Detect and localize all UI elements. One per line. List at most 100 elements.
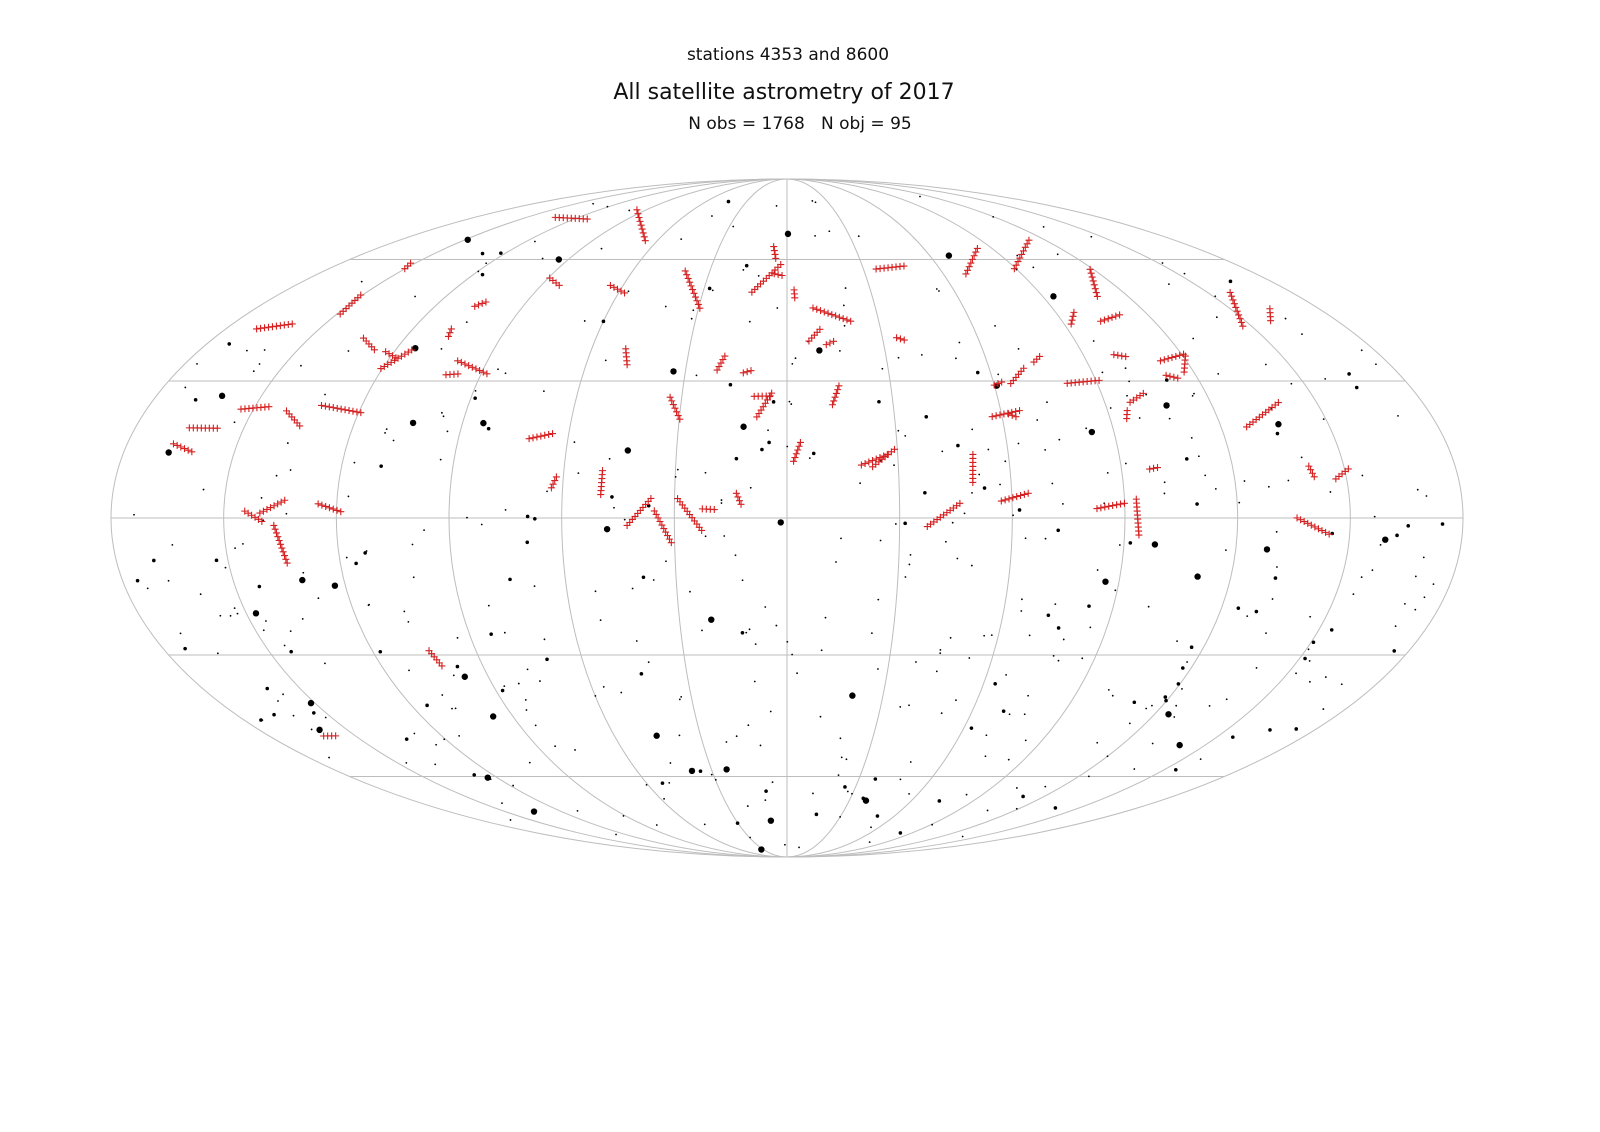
star	[1189, 645, 1194, 650]
star	[1395, 533, 1399, 538]
cross	[747, 367, 755, 375]
star	[1311, 640, 1316, 645]
star	[725, 741, 728, 743]
star	[1012, 514, 1015, 517]
star	[409, 419, 417, 427]
star	[956, 557, 959, 560]
star	[347, 495, 350, 498]
star	[1329, 628, 1334, 632]
star	[1027, 694, 1030, 697]
star	[824, 616, 827, 619]
cross	[748, 288, 756, 296]
star	[233, 607, 236, 610]
star	[286, 442, 289, 444]
cross	[329, 505, 337, 513]
cross	[1117, 500, 1125, 508]
star	[924, 414, 929, 419]
cross	[753, 413, 761, 421]
cross	[1020, 490, 1028, 498]
star	[441, 694, 444, 696]
star	[282, 693, 284, 696]
star	[978, 473, 981, 476]
cross	[613, 285, 621, 293]
star	[316, 726, 323, 734]
star	[846, 790, 849, 793]
cross	[684, 274, 692, 282]
star	[689, 590, 691, 593]
star	[458, 734, 461, 737]
star	[745, 631, 748, 634]
star	[1101, 371, 1104, 374]
star	[897, 356, 900, 359]
star	[1056, 626, 1061, 630]
star	[1096, 569, 1099, 571]
cross	[847, 317, 855, 325]
cross	[1110, 351, 1118, 359]
cross	[634, 210, 642, 218]
cross	[551, 477, 559, 485]
star	[480, 251, 485, 256]
cross	[869, 457, 877, 465]
star	[1273, 576, 1278, 580]
cross	[1232, 303, 1240, 311]
cross	[1091, 285, 1099, 293]
cross	[479, 368, 487, 376]
cross	[654, 514, 662, 522]
star	[1275, 421, 1282, 428]
cross	[1150, 464, 1158, 472]
star	[771, 781, 774, 784]
cross	[583, 215, 591, 223]
star	[987, 448, 990, 451]
star	[653, 732, 660, 739]
star	[216, 652, 219, 655]
cross	[962, 270, 970, 278]
cross	[968, 255, 976, 263]
star	[784, 230, 792, 238]
cross	[533, 433, 541, 441]
star	[1102, 578, 1109, 585]
star	[951, 521, 954, 524]
star	[503, 631, 506, 634]
cross	[735, 497, 743, 505]
star	[893, 464, 895, 467]
star	[446, 430, 449, 433]
star	[990, 634, 993, 637]
star	[965, 793, 968, 796]
star	[970, 564, 973, 567]
star	[771, 400, 776, 404]
star	[1145, 707, 1148, 710]
star	[1024, 739, 1027, 742]
star	[1300, 456, 1303, 459]
cross	[184, 446, 192, 454]
star	[242, 542, 244, 545]
cross	[1235, 311, 1243, 319]
cross	[1156, 357, 1164, 365]
star	[1228, 279, 1233, 284]
star	[1044, 785, 1047, 788]
cross	[1016, 407, 1024, 415]
cross	[998, 378, 1006, 386]
star	[1263, 546, 1271, 553]
star	[461, 673, 468, 680]
cross	[970, 252, 978, 260]
star	[1133, 768, 1136, 770]
cross	[545, 430, 553, 438]
cross	[635, 214, 643, 222]
star	[710, 773, 713, 776]
star	[676, 468, 679, 471]
cross	[1023, 240, 1031, 248]
star	[814, 201, 817, 204]
star	[534, 724, 537, 727]
star	[851, 792, 853, 795]
cross	[883, 451, 891, 459]
cross	[1090, 281, 1098, 289]
star	[480, 272, 485, 277]
cross	[964, 266, 972, 274]
star	[938, 290, 940, 292]
star	[1021, 598, 1023, 601]
star	[1111, 694, 1114, 697]
star	[742, 269, 745, 271]
cross	[1146, 465, 1154, 473]
cross	[1089, 277, 1097, 285]
star	[1416, 488, 1419, 491]
